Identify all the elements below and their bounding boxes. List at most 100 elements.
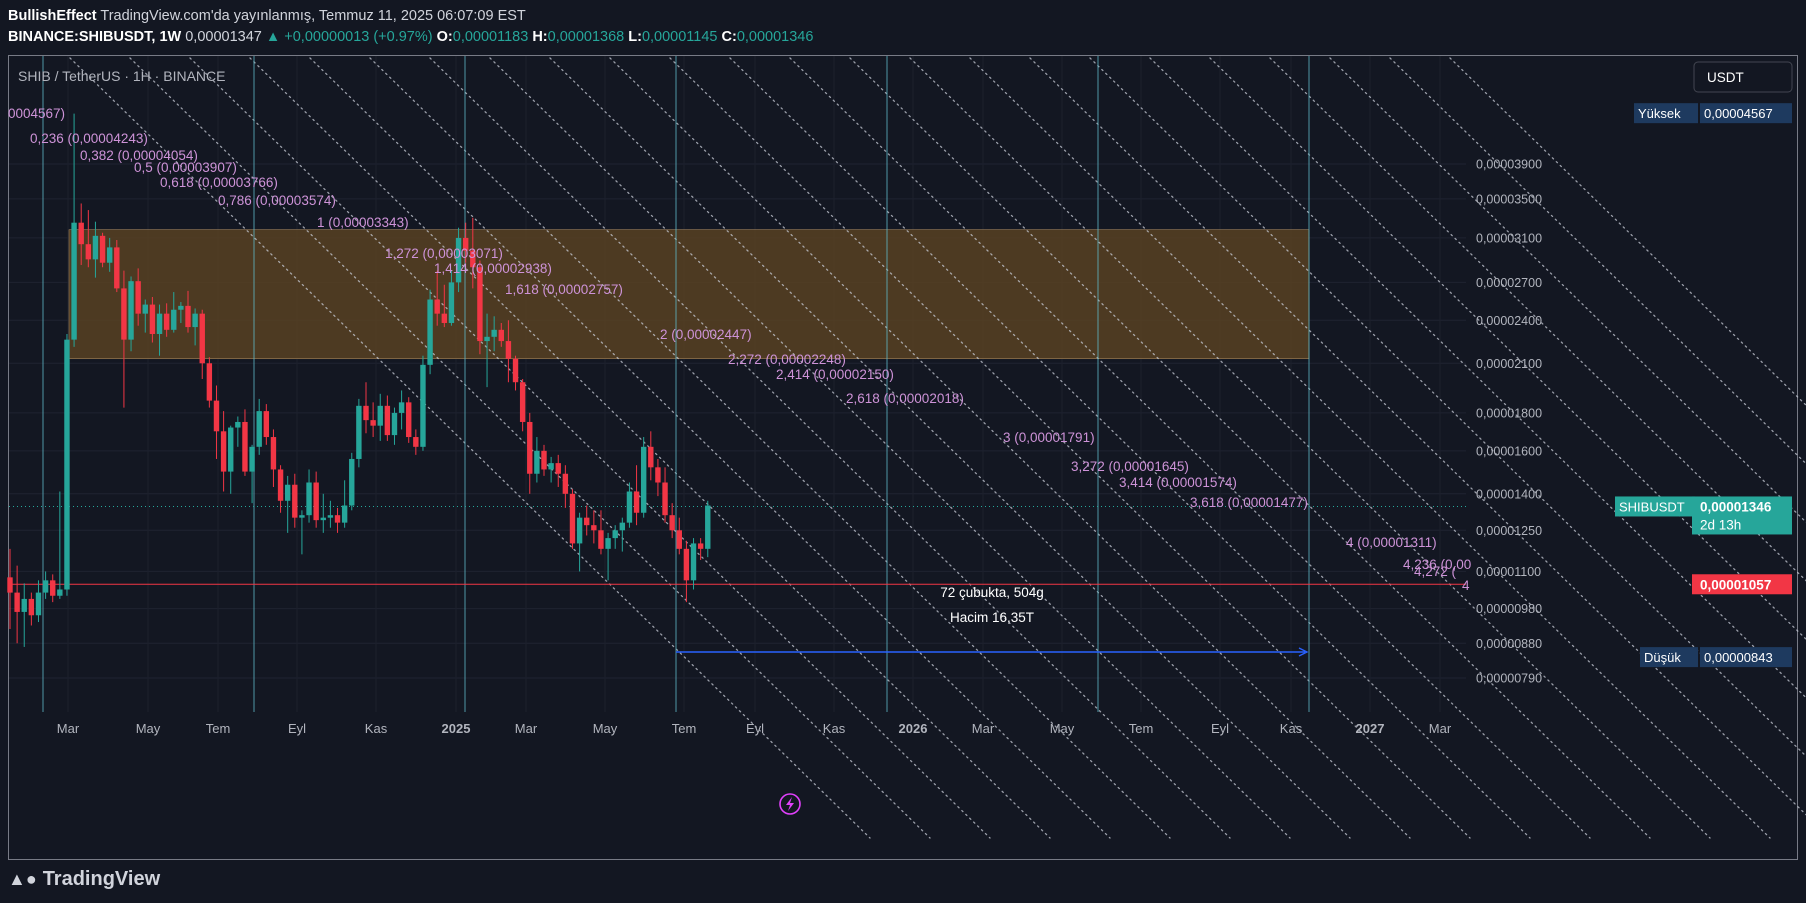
high-value: 0,00001368 [547, 29, 625, 45]
fib-level-label: 4 (0,00001311) [1346, 535, 1437, 550]
low-price-bg [1700, 647, 1792, 668]
candle-body [106, 247, 113, 263]
candle-body [263, 411, 270, 438]
x-tick-label: Tem [1129, 721, 1154, 736]
currency-box [1693, 61, 1793, 93]
candle-body [491, 329, 497, 337]
fib-fan-line [69, 57, 871, 839]
measure-bars-label: 72 çubukta, 504g [940, 585, 1044, 600]
fib-fan-line [549, 57, 1351, 839]
candle-body [249, 446, 255, 472]
fib-level-label: 1,618 (0,00002757) [505, 282, 623, 297]
fib-fan-line [1029, 57, 1806, 816]
candle-body [14, 592, 20, 612]
candle-body [548, 463, 554, 470]
x-tick-label: Eyl [1211, 721, 1229, 736]
candle-body [534, 450, 540, 474]
chart-title: SHIB / TetherUS · 1H · BINANCE [18, 68, 225, 84]
candle-body [213, 400, 220, 432]
high-label: H: [532, 29, 548, 45]
candle-body [633, 491, 640, 513]
candle-body [398, 402, 405, 413]
x-tick-label: Mar [515, 721, 538, 736]
candle-body [7, 577, 13, 593]
candle-body [277, 469, 284, 501]
fib-fan-line [1089, 57, 1806, 758]
low-value: 0,00001145 [641, 29, 718, 45]
currency-label: USDT [1707, 70, 1744, 85]
y-tick-label: 0,00002100 [1476, 357, 1542, 371]
low-label: L: [628, 29, 642, 45]
cycle-lines [42, 56, 1310, 712]
close-label: C: [721, 29, 737, 45]
candle-body [662, 482, 668, 516]
fib-fan-line [1389, 57, 1806, 465]
fib-fan-line [249, 57, 1051, 839]
candle-body [334, 515, 341, 523]
candles [7, 113, 711, 647]
y-tick-label: 0,00002700 [1476, 276, 1542, 290]
candle-body [71, 222, 77, 340]
fib-fan-line [969, 57, 1771, 839]
candle-body [121, 288, 127, 340]
low-tag-label: Düşük [1644, 650, 1681, 665]
candle-body [85, 244, 92, 260]
candle-body [519, 382, 526, 422]
high-tag-label: Yüksek [1638, 106, 1681, 121]
candle-body [349, 458, 355, 506]
fib-level-label: 2,272 (0,00002248) [728, 352, 846, 367]
resistance-zone [68, 229, 1310, 360]
symbol-tag-bg [1615, 496, 1695, 517]
candle-body [690, 543, 697, 581]
author-name[interactable]: BullishEffect [8, 8, 97, 24]
candle-body [235, 421, 241, 428]
axes: 0,00003900 0,00003500 0,00003100 0,00002700… [57, 158, 1542, 737]
candle-body [648, 446, 654, 468]
candle-body [171, 309, 177, 330]
candle-body [505, 341, 512, 359]
candle-body [64, 339, 70, 590]
candle-body [427, 299, 433, 365]
brand-text: TradingView [42, 868, 161, 890]
y-tick-label: 0,00002400 [1476, 314, 1542, 328]
high-tag-bg [1634, 103, 1698, 124]
candle-body [242, 421, 248, 472]
candle-body [185, 305, 191, 328]
x-tick-label: May [136, 721, 161, 736]
symbol-tag-label: SHIBUSDT [1619, 499, 1685, 514]
fib-level-label: 4,236 (0,00 [1403, 557, 1471, 572]
candle-body [676, 530, 682, 549]
candle-body [128, 281, 134, 340]
fib-fan-line [1329, 57, 1806, 524]
candle-body [327, 515, 334, 518]
candle-body [299, 515, 305, 518]
candle-body [163, 313, 170, 330]
x-tick-label: Tem [206, 721, 231, 736]
candle-body [306, 482, 312, 516]
y-tick-label: 0,00001250 [1476, 524, 1542, 538]
candle-body [114, 247, 120, 289]
y-tick-label: 0,00001400 [1476, 487, 1542, 501]
x-tick-label: Kas [823, 721, 846, 736]
fib-fan-line [429, 57, 1231, 839]
fib-fan-line [369, 57, 1171, 839]
y-tick-label: 0,00001600 [1476, 444, 1542, 458]
chart-header: BullishEffect TradingView.com'da yayınla… [8, 6, 813, 48]
candle-body [434, 299, 440, 314]
footer-brand[interactable]: ▲● TradingView [8, 868, 160, 891]
candle-body [591, 525, 597, 531]
x-tick-label: May [593, 721, 618, 736]
countdown-label: 2d 13h [1700, 517, 1741, 532]
candle-body [555, 463, 561, 474]
candle-body [562, 473, 569, 494]
candle-body [655, 467, 661, 483]
high-price-bg [1700, 103, 1792, 124]
x-tick-label: Mar [972, 721, 995, 736]
candle-body [50, 580, 56, 596]
event-marker-icon [779, 793, 801, 815]
candle-body [292, 484, 298, 518]
fib-level-label: 3,414 (0,00001574) [1119, 475, 1237, 490]
fib-level-label: 1,414 (0,00002938) [434, 261, 552, 276]
candle-body [57, 589, 63, 596]
